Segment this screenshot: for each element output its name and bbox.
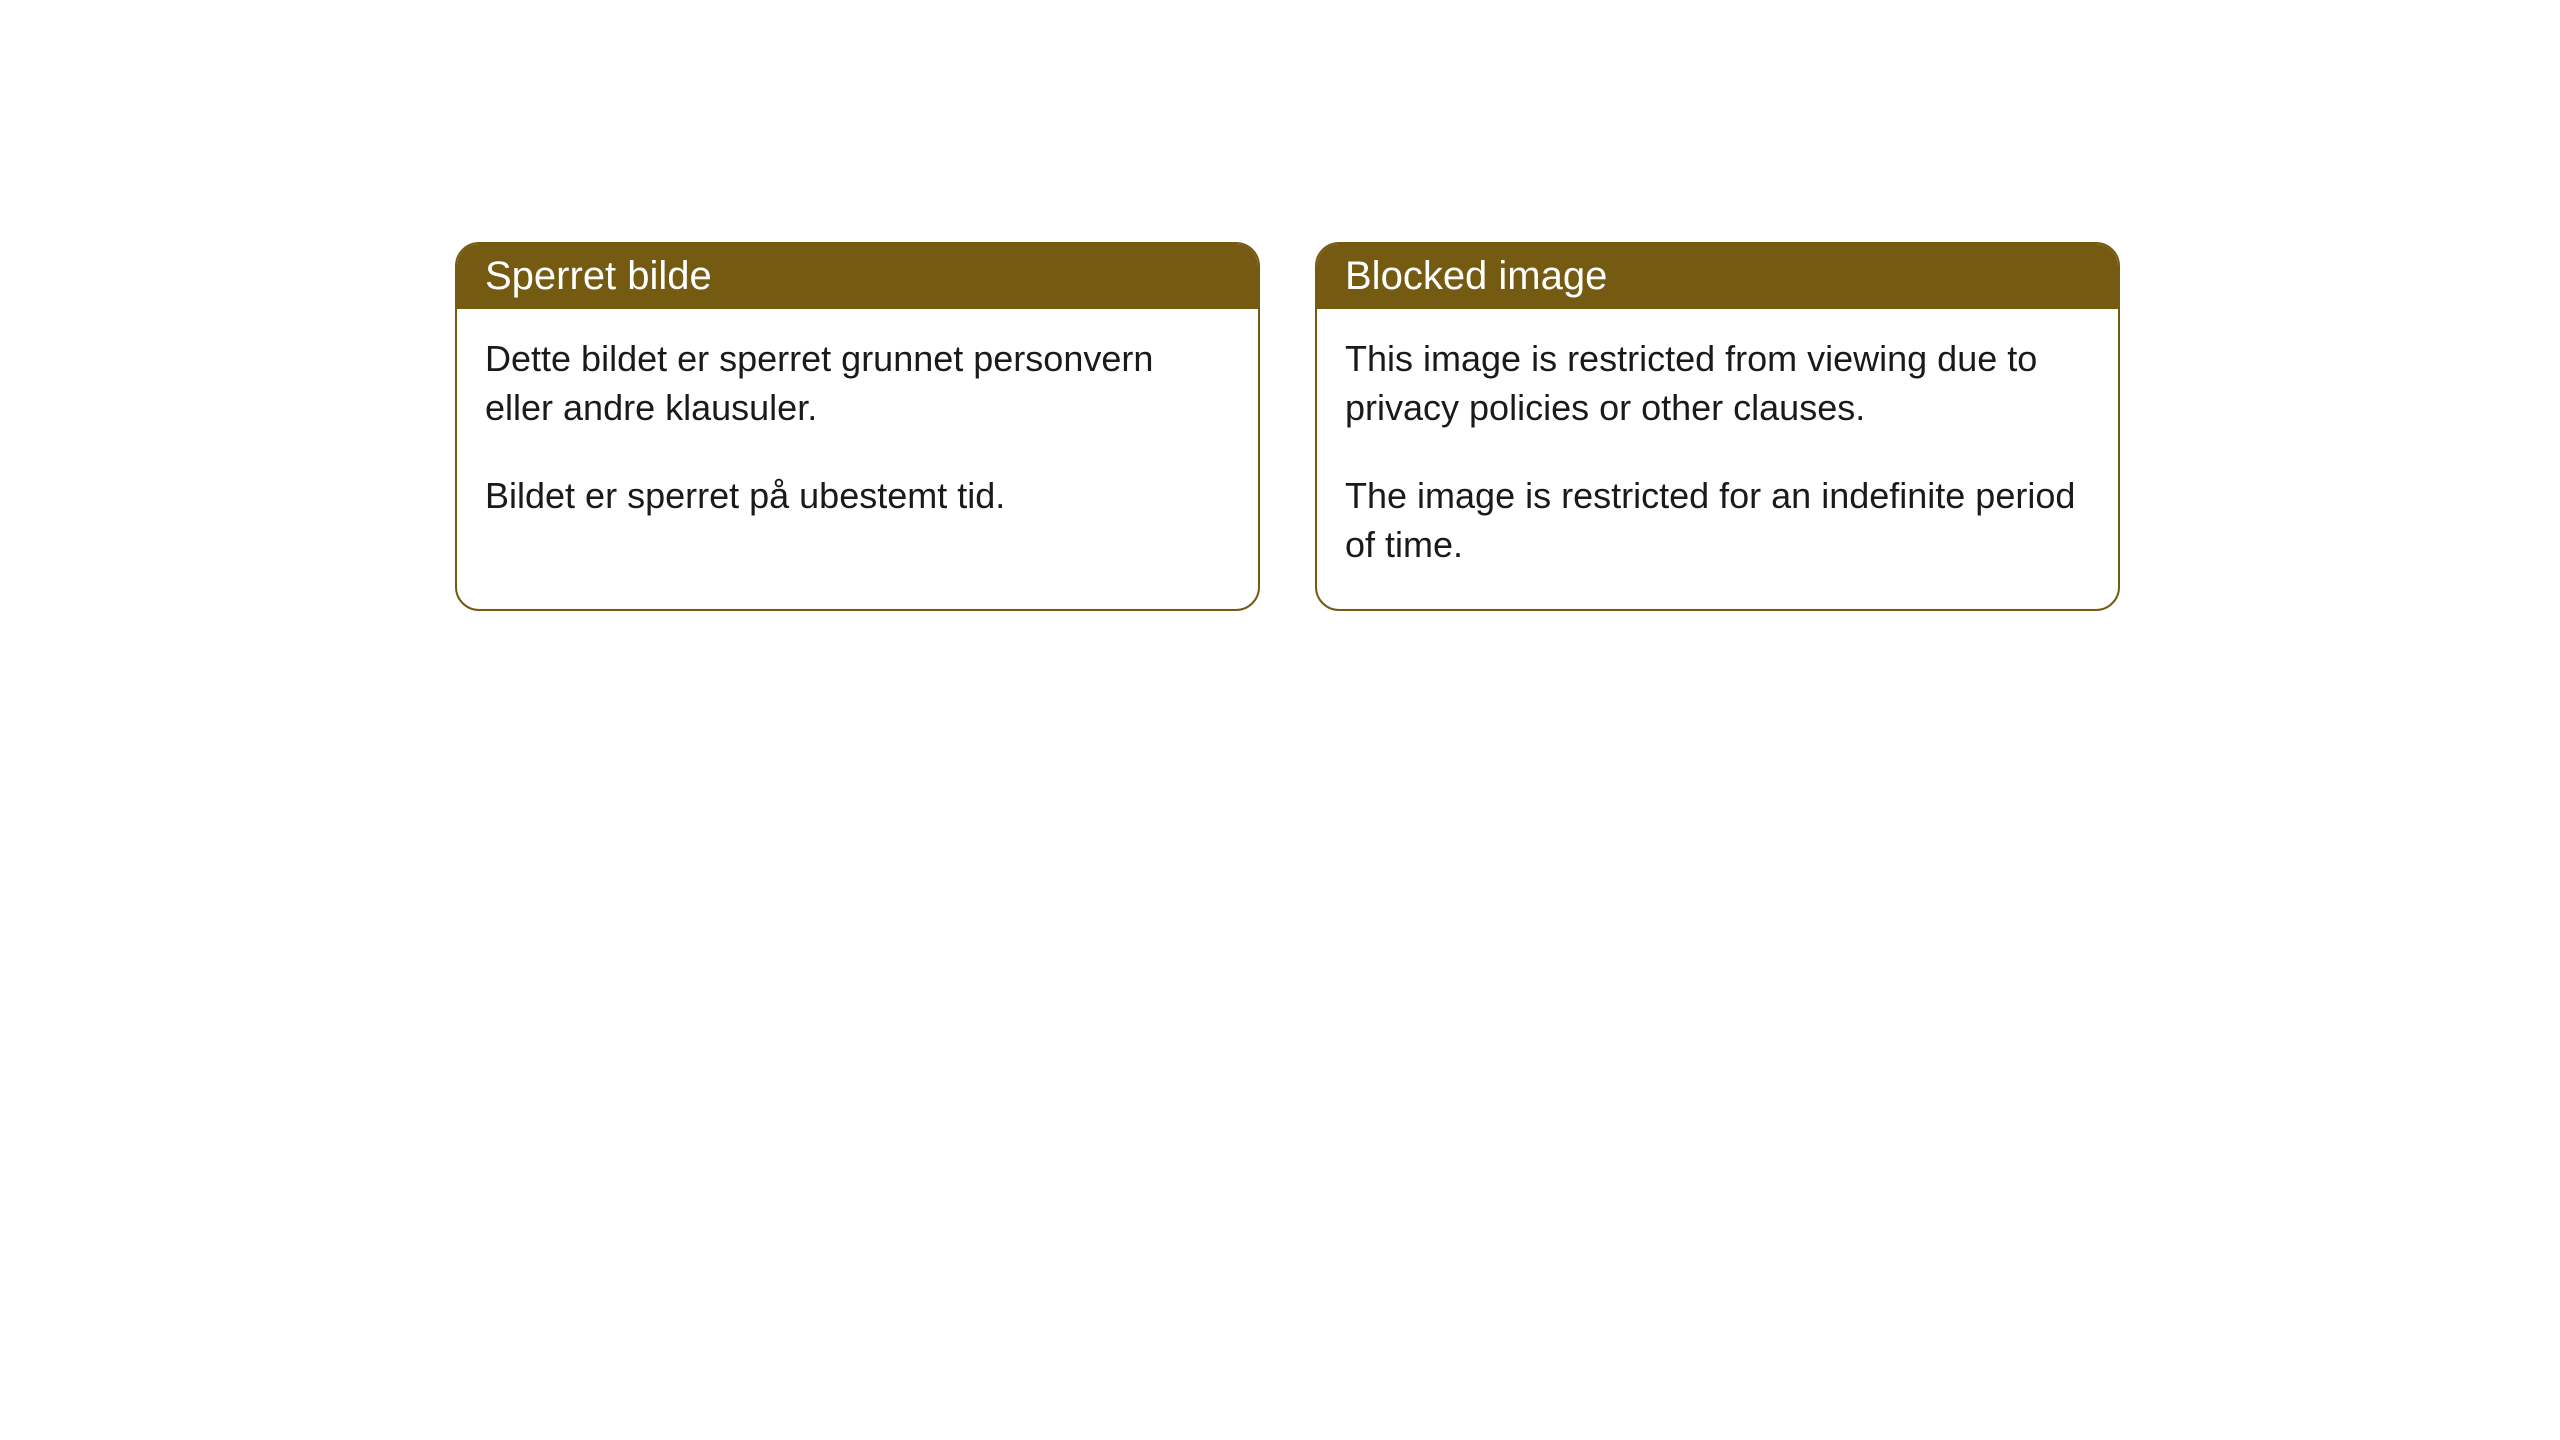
- card-body: Dette bildet er sperret grunnet personve…: [457, 309, 1258, 561]
- card-text-line-2: The image is restricted for an indefinit…: [1345, 472, 2090, 569]
- blocked-image-card-en: Blocked image This image is restricted f…: [1315, 242, 2120, 611]
- card-body: This image is restricted from viewing du…: [1317, 309, 2118, 609]
- card-text-line-1: This image is restricted from viewing du…: [1345, 335, 2090, 432]
- card-header: Sperret bilde: [457, 244, 1258, 309]
- card-header: Blocked image: [1317, 244, 2118, 309]
- blocked-image-card-no: Sperret bilde Dette bildet er sperret gr…: [455, 242, 1260, 611]
- card-text-line-1: Dette bildet er sperret grunnet personve…: [485, 335, 1230, 432]
- cards-container: Sperret bilde Dette bildet er sperret gr…: [0, 0, 2560, 611]
- card-text-line-2: Bildet er sperret på ubestemt tid.: [485, 472, 1230, 521]
